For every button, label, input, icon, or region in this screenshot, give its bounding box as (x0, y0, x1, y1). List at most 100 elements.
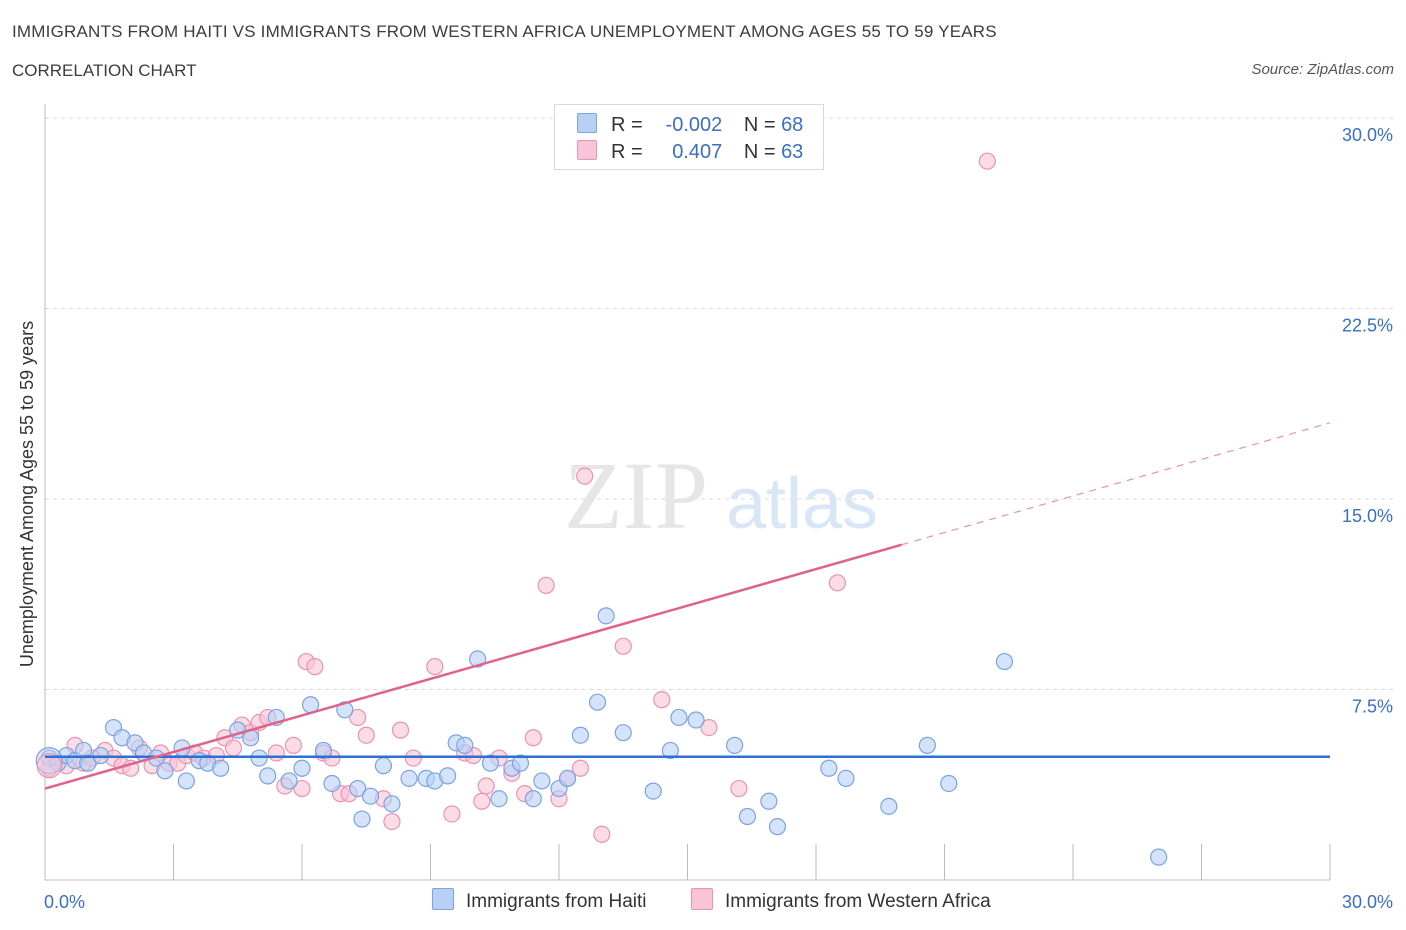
point-haiti-59 (760, 792, 778, 810)
point-haiti-32 (374, 757, 392, 775)
point-wafrica-50 (524, 729, 542, 747)
legend-swatch-wafrica (577, 140, 597, 160)
point-haiti-27 (323, 774, 341, 793)
point-wafrica-40 (404, 749, 422, 767)
point-haiti-5 (79, 754, 97, 772)
point-haiti-53 (644, 782, 662, 800)
point-haiti-54 (661, 741, 679, 760)
legend-r-value-haiti: -0.002 (665, 114, 723, 136)
y-tick-label-0: 7.5% (1352, 697, 1393, 717)
point-haiti-61 (820, 759, 838, 777)
bottom-legend-swatch-wafrica (691, 888, 713, 910)
point-haiti-20 (250, 749, 268, 767)
point-haiti-60 (768, 818, 787, 836)
point-wafrica-51 (537, 576, 555, 594)
point-haiti-52 (614, 724, 632, 742)
point-wafrica-38 (383, 812, 401, 831)
point-wafrica-58 (700, 718, 718, 737)
point-wafrica-56 (614, 637, 632, 655)
y-tick-label-3: 30.0% (1342, 125, 1393, 145)
point-haiti-30 (353, 810, 371, 828)
y-axis-title: Unemployment Among Ages 55 to 59 years (17, 321, 37, 667)
point-wafrica-59 (730, 779, 748, 798)
point-haiti-17 (212, 759, 230, 777)
legend-n-label: N = (743, 114, 776, 136)
y-tick-label-2: 22.5% (1342, 316, 1393, 336)
trend-line-wafrica-projection (901, 422, 1331, 546)
point-haiti-55 (670, 708, 688, 727)
correlation-legend: R = -0.002 N = 68 R = 0.407 N = 63 (554, 104, 824, 170)
x-tick-label-max: 30.0% (1342, 892, 1393, 912)
legend-n-label: N = (743, 141, 776, 163)
point-wafrica-42 (443, 805, 461, 823)
point-haiti-14 (177, 772, 195, 790)
point-haiti-33 (383, 795, 401, 813)
point-haiti-21 (259, 767, 277, 785)
point-haiti-51 (597, 607, 615, 625)
watermark-atlas: atlas (726, 464, 878, 544)
point-haiti-24 (293, 759, 311, 777)
bottom-legend-label-haiti: Immigrants from Haiti (466, 891, 647, 912)
legend-r-label: R = (611, 114, 643, 136)
point-haiti-65 (940, 774, 958, 793)
point-haiti-63 (880, 797, 898, 815)
watermark: ZIP atlas (564, 442, 878, 549)
point-wafrica-62 (978, 152, 996, 170)
point-haiti-26 (314, 741, 333, 760)
legend-r-value-wafrica: 0.407 (672, 141, 723, 163)
point-haiti-6 (92, 746, 110, 765)
point-haiti-42 (490, 790, 508, 808)
point-wafrica-28 (293, 779, 311, 798)
point-haiti-37 (439, 767, 457, 785)
point-wafrica-30 (306, 658, 324, 676)
point-haiti-67 (1150, 848, 1168, 866)
point-haiti-66 (995, 652, 1014, 671)
point-haiti-29 (349, 779, 367, 798)
chart-subtitle: CORRELATION CHART (12, 61, 197, 80)
bottom-legend-wafrica: Immigrants from Western Africa (691, 888, 991, 913)
bottom-legend-swatch-haiti (432, 888, 454, 910)
point-haiti-64 (918, 736, 936, 754)
point-wafrica-36 (357, 726, 375, 744)
point-wafrica-45 (473, 792, 491, 810)
point-haiti-28 (336, 701, 354, 719)
source-credit: Source: ZipAtlas.com (1251, 61, 1394, 78)
point-wafrica-60 (828, 574, 847, 592)
legend-swatch-haiti (577, 113, 597, 133)
point-haiti-34 (400, 769, 418, 788)
point-haiti-49 (571, 726, 590, 744)
legend-r-label: R = (611, 141, 643, 163)
point-wafrica-cluster (36, 753, 62, 779)
point-wafrica-27 (284, 736, 303, 754)
point-wafrica-35 (349, 708, 367, 727)
point-haiti-57 (726, 736, 744, 754)
point-haiti-12 (156, 762, 174, 780)
point-haiti-46 (533, 772, 551, 790)
x-tick-label-min: 0.0% (44, 892, 85, 912)
bottom-legend-label-wafrica: Immigrants from Western Africa (725, 891, 991, 912)
point-haiti-62 (837, 769, 855, 788)
point-wafrica-54 (571, 759, 590, 777)
point-haiti-56 (687, 711, 705, 729)
legend-row-haiti: R = -0.002 N = 68 (577, 113, 803, 141)
point-wafrica-46 (477, 777, 495, 795)
grid-layer (45, 117, 1393, 690)
tick-label-layer: 7.5% 15.0% 22.5% 30.0% (1342, 125, 1393, 717)
chart-title: IMMIGRANTS FROM HAITI VS IMMIGRANTS FROM… (12, 22, 997, 41)
point-wafrica-55 (593, 825, 611, 843)
point-haiti-31 (361, 787, 380, 805)
point-wafrica-61 (576, 467, 594, 485)
point-wafrica-41 (426, 658, 444, 676)
point-haiti-45 (524, 790, 542, 808)
bottom-legend-haiti: Immigrants from Haiti (432, 888, 647, 913)
y-tick-label-1: 15.0% (1342, 506, 1393, 526)
point-haiti-41 (481, 754, 500, 772)
legend-n-value-wafrica: 63 (781, 141, 804, 163)
watermark-zip: ZIP (564, 442, 708, 549)
legend-n-value-haiti: 68 (781, 114, 804, 136)
legend-row-wafrica: R = 0.407 N = 63 (577, 140, 803, 168)
trend-line-wafrica (44, 543, 903, 790)
point-wafrica-57 (653, 691, 671, 709)
point-haiti-50 (588, 693, 607, 711)
